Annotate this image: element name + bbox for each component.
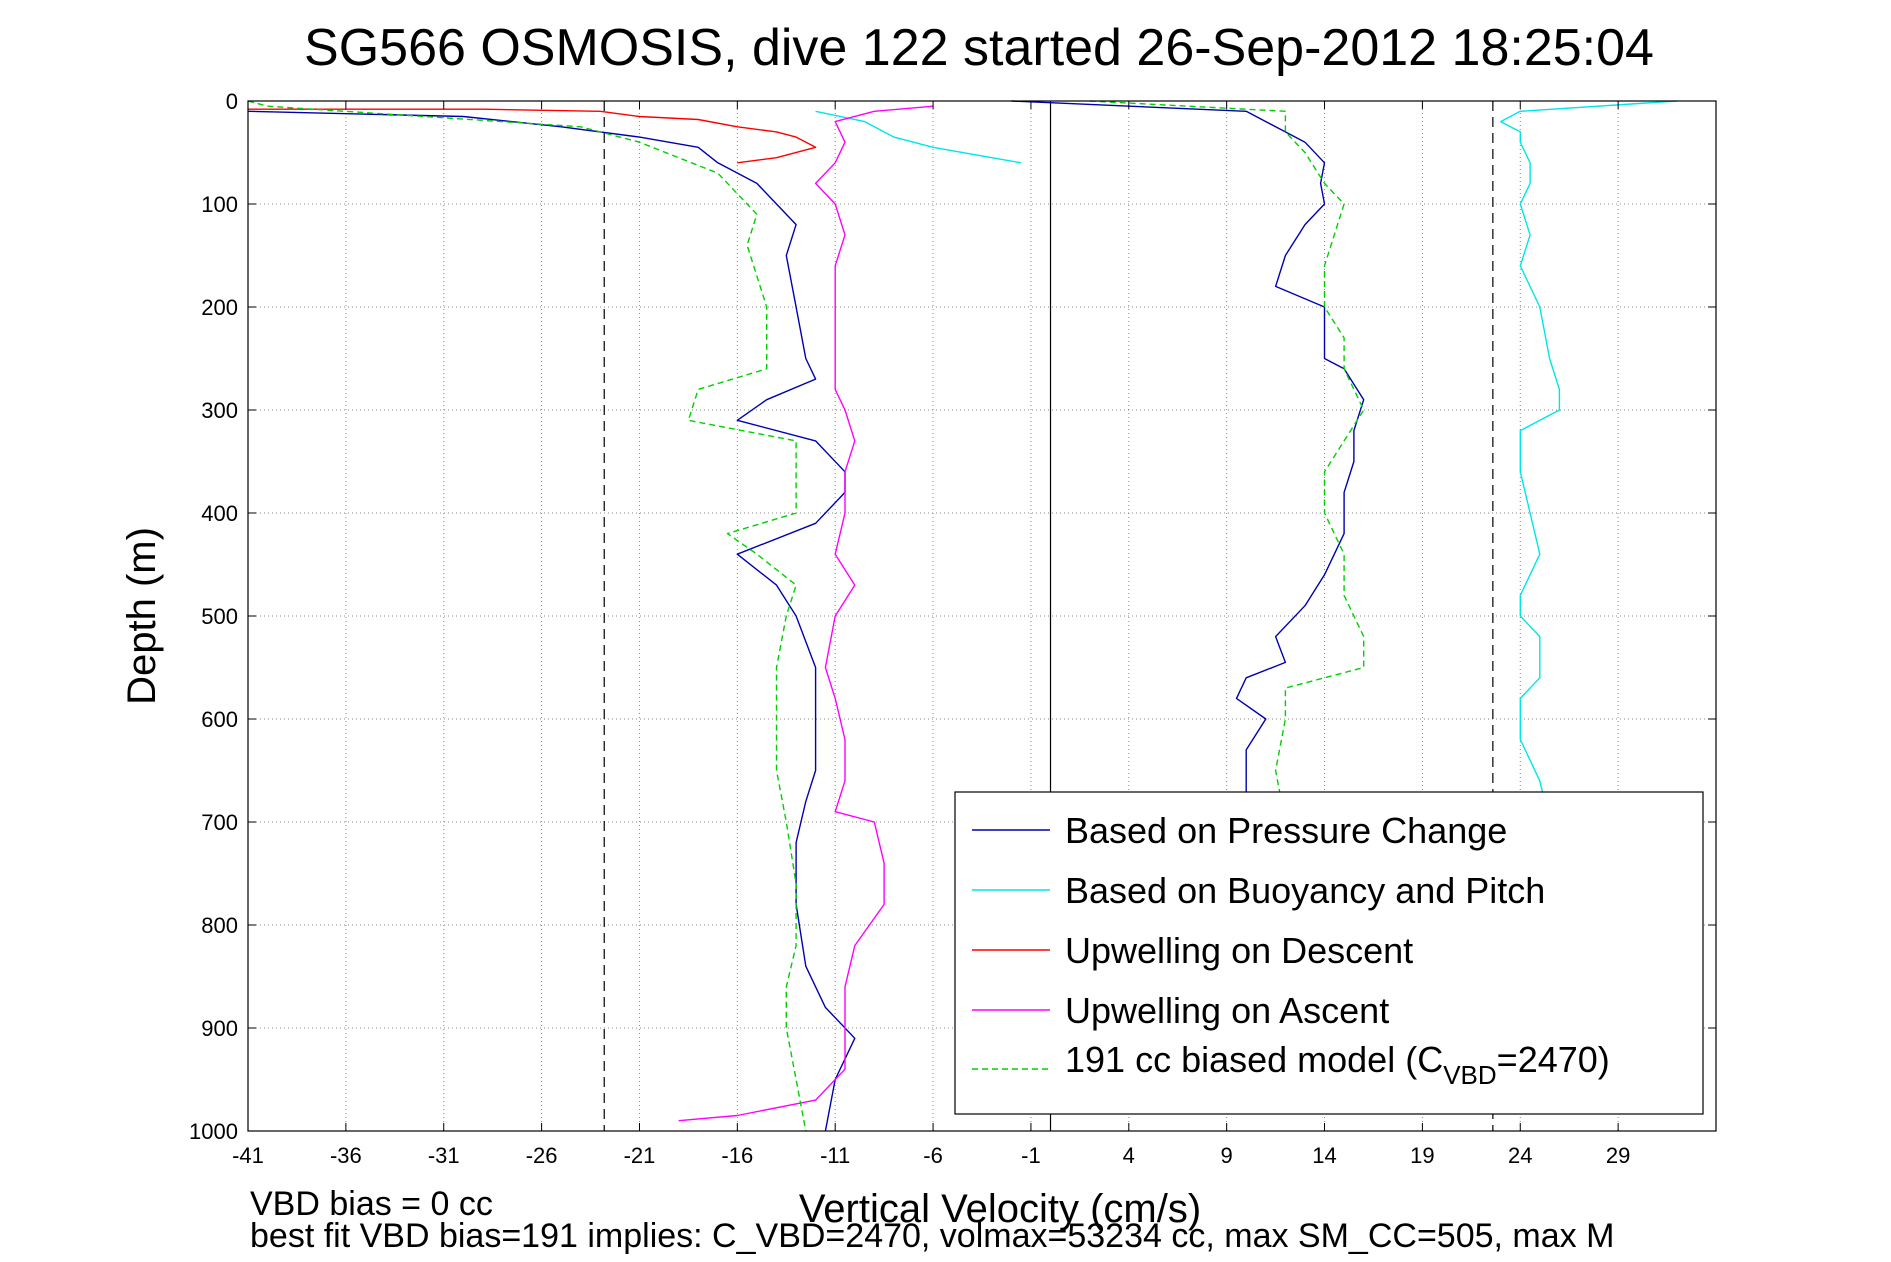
y-tick-label: 400 xyxy=(201,501,238,526)
grid-lines xyxy=(248,101,1716,1131)
series-line-upwelling-on-ascent xyxy=(678,105,934,1122)
x-tick-label: -41 xyxy=(232,1143,264,1168)
series-line-upwelling-on-descent xyxy=(248,108,817,164)
y-tick-label: 100 xyxy=(201,192,238,217)
series-line-191-cc-biased-model-c-vbd-2470 xyxy=(247,100,807,1132)
x-tick-label: -16 xyxy=(721,1143,753,1168)
x-tick-label: -1 xyxy=(1021,1143,1041,1168)
chart-title: SG566 OSMOSIS, dive 122 started 26-Sep-2… xyxy=(304,19,1654,77)
series-line-based-on-buoyancy-and-pitch xyxy=(815,110,1022,164)
y-tick-label: 0 xyxy=(226,89,238,114)
legend-box xyxy=(954,791,1704,1115)
footnote-best-fit: best fit VBD bias=191 implies: C_VBD=247… xyxy=(250,1217,1614,1255)
series-line-191-cc-biased-model-c-vbd-2470 xyxy=(1089,100,1365,823)
legend-label: Based on Buoyancy and Pitch xyxy=(1065,870,1545,911)
data-series xyxy=(247,100,1677,1132)
legend-label-model: 191 cc biased model (CVBD=2470) xyxy=(1065,1039,1610,1090)
y-tick-label: 800 xyxy=(201,913,238,938)
y-tick-label: 700 xyxy=(201,810,238,835)
legend-label: Based on Pressure Change xyxy=(1065,810,1507,851)
series-line-based-on-buoyancy-and-pitch xyxy=(1499,100,1677,823)
x-axis-ticks: -41 -36 -31 -26 -21 -16 -11 -6 -1 4 9 14 19 24 29 xyxy=(232,101,1630,1168)
x-tick-label: 29 xyxy=(1606,1143,1630,1168)
x-axis-label: Vertical Velocity (cm/s) xyxy=(799,1187,1201,1231)
x-tick-label: 14 xyxy=(1312,1143,1336,1168)
x-tick-label: -6 xyxy=(923,1143,943,1168)
y-tick-label: 200 xyxy=(201,295,238,320)
x-tick-label: -21 xyxy=(624,1143,656,1168)
y-tick-label: 1000 xyxy=(189,1119,238,1144)
x-tick-label: -31 xyxy=(428,1143,460,1168)
x-tick-label: -26 xyxy=(526,1143,558,1168)
x-tick-label: 9 xyxy=(1221,1143,1233,1168)
series-line-based-on-pressure-change xyxy=(1011,100,1365,822)
y-tick-label: 600 xyxy=(201,707,238,732)
y-axis-label: Depth (m) xyxy=(120,527,164,705)
x-tick-label: -11 xyxy=(820,1143,850,1168)
legend: Based on Pressure Change Based on Buoyanc… xyxy=(954,791,1704,1115)
x-tick-label: 19 xyxy=(1410,1143,1434,1168)
y-tick-label: 300 xyxy=(201,398,238,423)
y-axis-ticks: 0 100 200 300 400 500 600 700 800 900 1000 xyxy=(189,89,1716,1144)
x-tick-label: 4 xyxy=(1123,1143,1135,1168)
x-tick-label: 24 xyxy=(1508,1143,1532,1168)
x-tick-label: -36 xyxy=(330,1143,362,1168)
footnote-bias: VBD bias = 0 cc xyxy=(250,1185,493,1223)
legend-label: Upwelling on Ascent xyxy=(1065,990,1389,1031)
y-tick-label: 900 xyxy=(201,1016,238,1041)
legend-label: Upwelling on Descent xyxy=(1065,930,1413,971)
y-tick-label: 500 xyxy=(201,604,238,629)
